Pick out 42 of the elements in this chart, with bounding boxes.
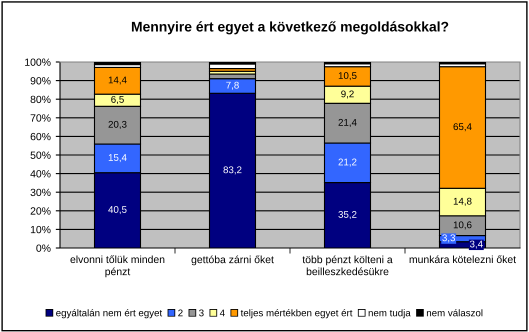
chart-title: Mennyire ért egyet a következő megoldásokkal?: [132, 21, 448, 34]
data-label: 21,2: [338, 158, 356, 167]
x-tick-label: több pénzt költeni a beilleszkedésükre: [302, 255, 393, 276]
data-label: 15,4: [108, 154, 127, 162]
y-tick-label: 60%: [30, 132, 51, 140]
data-label: 10,5: [338, 72, 357, 80]
data-label: 35,2: [338, 210, 356, 220]
y-tick-label: 50%: [30, 152, 51, 159]
x-tick-label: elvonni tőlük minden pénzt: [70, 255, 164, 278]
data-label: 20,3: [108, 120, 127, 129]
data-label: 83,2: [223, 166, 242, 174]
data-label: 7,8: [226, 82, 239, 90]
y-tick-label: 90%: [30, 77, 51, 84]
x-tick-label: munkára kötelezni őket: [410, 255, 516, 264]
data-label: 3,4: [470, 240, 483, 249]
legend-label: 2: [178, 309, 183, 316]
x-tick-label: gettóba zárni őket: [192, 255, 274, 266]
bar: [208, 62, 256, 65]
legend-label: egyáltalán nem ért egyet: [56, 309, 162, 318]
y-tick-label: 0%: [36, 244, 51, 252]
bar: [94, 62, 142, 66]
legend-label: teljes mértékben egyet ért: [240, 309, 352, 318]
y-tick-label: 10%: [30, 226, 51, 234]
data-label: 14,8: [454, 198, 472, 206]
legend-label: 3: [199, 309, 204, 316]
y-tick-label: 30%: [30, 188, 51, 196]
legend-label: nem tudja: [368, 309, 411, 318]
y-tick-label: 40%: [30, 170, 51, 178]
data-label: 14,4: [108, 76, 127, 85]
data-label: 65,4: [454, 123, 472, 132]
data-label: 40,5: [108, 206, 127, 214]
y-tick-label: 20%: [30, 207, 51, 215]
data-label: 9,2: [341, 90, 354, 98]
data-label: 10,6: [454, 221, 472, 230]
data-label: 21,4: [338, 118, 357, 127]
legend-label: nem válaszol: [426, 309, 482, 316]
data-label: 3,3: [442, 234, 456, 242]
y-tick-label: 80%: [30, 96, 51, 104]
legend-label: 4: [220, 310, 225, 316]
y-tick-label: 70%: [30, 114, 51, 122]
y-tick-label: 100%: [25, 58, 51, 66]
data-label: 6,5: [111, 96, 124, 104]
